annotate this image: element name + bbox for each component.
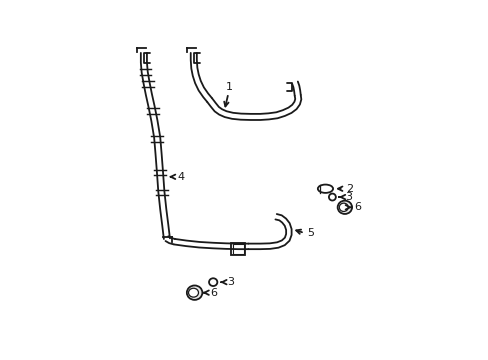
Bar — [232, 244, 243, 253]
Ellipse shape — [188, 288, 198, 297]
Ellipse shape — [339, 203, 347, 211]
Bar — [231, 243, 244, 255]
Text: 4: 4 — [177, 172, 184, 182]
Text: 6: 6 — [209, 288, 216, 298]
Text: 3: 3 — [344, 192, 351, 202]
Ellipse shape — [186, 285, 202, 300]
Text: 1: 1 — [226, 82, 233, 92]
Text: 3: 3 — [226, 277, 234, 287]
Text: 6: 6 — [354, 202, 361, 212]
Ellipse shape — [208, 278, 217, 286]
Text: 2: 2 — [346, 184, 353, 194]
Ellipse shape — [337, 201, 351, 214]
Ellipse shape — [328, 194, 335, 201]
Text: 5: 5 — [307, 228, 314, 238]
Ellipse shape — [317, 185, 332, 193]
